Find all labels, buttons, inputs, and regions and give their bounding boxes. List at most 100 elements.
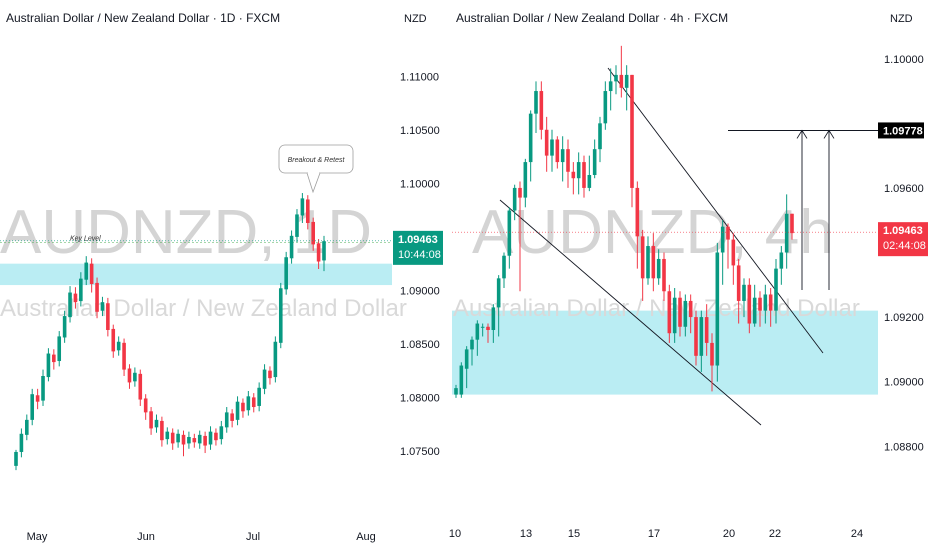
- candle-body: [214, 432, 218, 441]
- candle: [603, 81, 608, 130]
- daily-zone-layer: [0, 263, 392, 286]
- candle: [672, 288, 677, 343]
- candle-body: [100, 302, 105, 311]
- candle: [758, 291, 762, 327]
- candle-body: [699, 317, 704, 356]
- candle-body: [496, 278, 501, 308]
- upper-trendline[interactable]: [607, 67, 824, 354]
- price-tick-label: 1.08000: [400, 392, 440, 404]
- candle-body: [582, 162, 586, 188]
- candle-body: [106, 303, 110, 330]
- candle-body: [84, 262, 89, 280]
- candle-body: [774, 268, 778, 311]
- candle: [203, 431, 207, 454]
- candle-body: [278, 288, 283, 343]
- candle-body: [502, 255, 506, 279]
- candle-body: [133, 372, 137, 382]
- candle: [470, 336, 474, 366]
- candle: [752, 284, 757, 327]
- candle-body: [95, 282, 99, 312]
- candle: [496, 275, 501, 337]
- candle-body: [127, 368, 132, 383]
- daily-watermark: AUDNZD, 1D: [0, 198, 372, 267]
- candle: [187, 431, 191, 449]
- candle-body: [550, 139, 554, 156]
- daily-chart-panel[interactable]: AUDNZD, 1D Australian Dollar / New Zeala…: [0, 11, 443, 543]
- candle-body: [635, 187, 640, 237]
- candle-body: [46, 353, 51, 378]
- candle-body: [464, 349, 469, 369]
- candle-body: [784, 213, 789, 253]
- candle: [235, 396, 240, 426]
- h4-price-axis[interactable]: NZD 1.10000 1.09600 1.09200 1.09000 1.08800: [884, 13, 924, 453]
- candle: [715, 242, 720, 382]
- candle-body: [672, 297, 677, 334]
- candle: [14, 449, 18, 471]
- daily-candles: [14, 193, 326, 471]
- candle: [305, 195, 310, 230]
- candle: [555, 136, 560, 169]
- candle: [133, 367, 137, 387]
- candle-body: [284, 257, 288, 290]
- candle: [640, 229, 645, 301]
- candle: [149, 407, 153, 435]
- candle: [454, 384, 458, 398]
- candle: [322, 235, 326, 272]
- candle-body: [122, 342, 126, 370]
- price-tick-label: 1.10000: [884, 54, 924, 66]
- candle-body: [41, 376, 45, 401]
- h4-chart-title: Australian Dollar / New Zealand Dollar ·…: [456, 11, 728, 25]
- candle: [608, 68, 613, 111]
- breakout-retest-callout[interactable]: Breakout & Retest: [278, 144, 354, 194]
- candle-body: [316, 243, 321, 262]
- candle: [582, 155, 586, 198]
- candle-body: [587, 175, 592, 188]
- daily-time-axis[interactable]: May Jun Jul Aug: [27, 531, 376, 543]
- candle-body: [704, 317, 709, 343]
- candle-body: [311, 221, 315, 245]
- candle: [667, 284, 672, 343]
- projection-arrowhead-2: [823, 129, 835, 139]
- daily-countdown: 10:44:08: [398, 249, 441, 261]
- candle: [528, 110, 533, 182]
- support-zone[interactable]: [452, 310, 878, 395]
- candle-body: [289, 235, 294, 259]
- candle: [143, 394, 148, 420]
- candle: [154, 414, 159, 433]
- lower-trendline[interactable]: [499, 199, 762, 426]
- price-tick-label: 1.09600: [884, 183, 924, 195]
- h4-chart-panel[interactable]: AUDNZD, 4h Australian Dollar / New Zeala…: [449, 11, 928, 540]
- candle: [480, 323, 485, 337]
- candle-body: [14, 451, 18, 466]
- h4-time-axis[interactable]: 10 13 15 17 20 22 24: [449, 528, 863, 540]
- candle: [704, 304, 709, 356]
- candle: [273, 336, 278, 383]
- candle: [41, 369, 45, 406]
- candle: [544, 116, 549, 172]
- candle: [736, 258, 741, 324]
- candle-body: [763, 294, 768, 311]
- candle: [311, 217, 315, 251]
- candle: [197, 430, 202, 449]
- candle-body: [35, 395, 40, 402]
- candle: [512, 184, 517, 221]
- candle: [587, 155, 592, 192]
- candle: [662, 252, 666, 301]
- candle: [747, 278, 752, 334]
- time-tick-label: 22: [769, 528, 781, 540]
- candle-body: [758, 297, 762, 311]
- candle-body: [57, 336, 62, 362]
- daily-last-price: 1.09463: [398, 234, 438, 246]
- candle-body: [544, 129, 549, 156]
- key-level-label: Key Level: [70, 235, 101, 242]
- candle-body: [89, 263, 94, 284]
- h4-price-tag-box: [878, 222, 928, 257]
- candle: [768, 288, 773, 327]
- candle: [774, 258, 778, 324]
- candle-body: [73, 293, 78, 303]
- candle: [592, 139, 597, 179]
- candle-body: [747, 284, 752, 324]
- support-zone[interactable]: [0, 263, 392, 286]
- candle-body: [322, 241, 326, 261]
